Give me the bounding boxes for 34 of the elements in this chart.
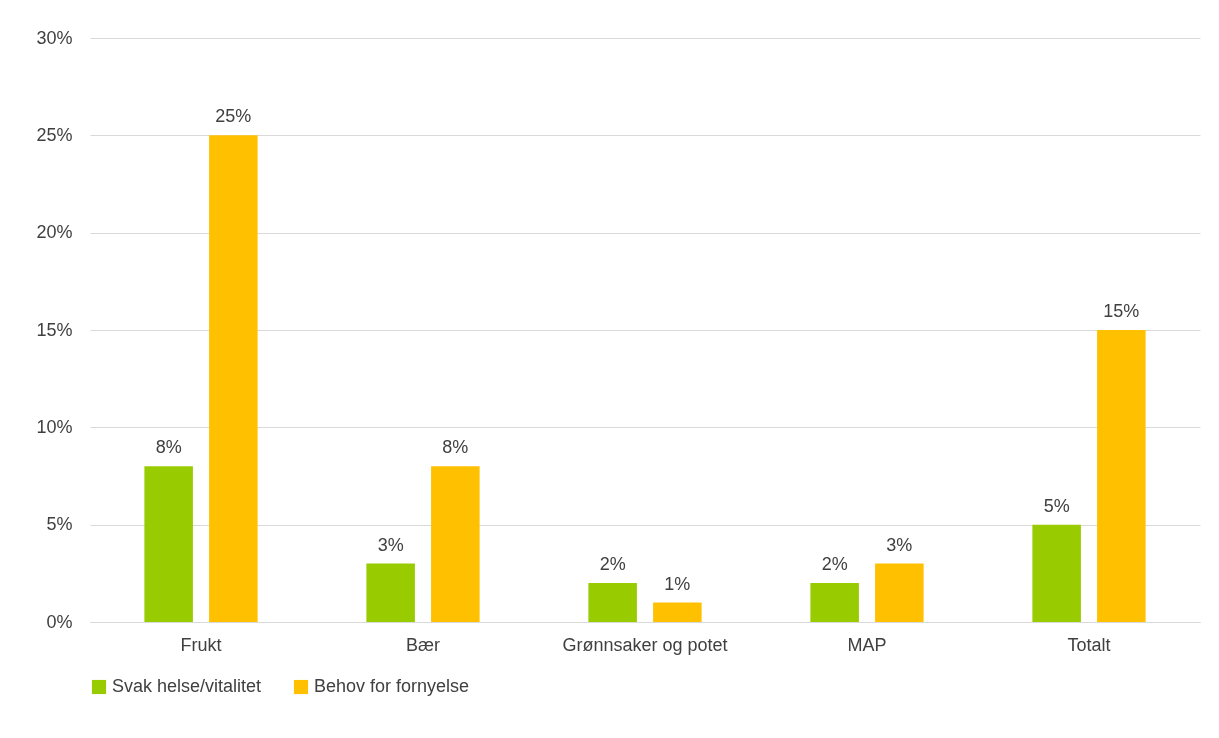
data-label: 8% (155, 437, 182, 458)
x-tick-label: Bær (405, 634, 441, 655)
data-label: 8% (442, 437, 469, 458)
bar (431, 466, 480, 622)
y-tick-label: 25% (36, 124, 73, 145)
y-tick-label: 5% (46, 514, 73, 535)
bar (653, 602, 702, 622)
bar (366, 563, 415, 622)
data-label: 1% (664, 573, 691, 594)
legend-label: Svak helse/vitalitet (112, 676, 262, 696)
x-tick-label: MAP (847, 634, 887, 655)
data-label: 2% (821, 554, 848, 575)
data-label: 15% (1103, 301, 1140, 321)
data-label: 25% (215, 106, 252, 127)
data-label: 3% (377, 534, 404, 555)
x-tick-label: Totalt (1067, 634, 1111, 655)
bar (875, 563, 924, 622)
bar (810, 583, 859, 622)
legend-label: Behov for fornyelse (314, 676, 470, 696)
data-label: 5% (1043, 495, 1070, 516)
y-tick-label: 0% (46, 611, 73, 632)
y-tick-label: 30% (36, 27, 73, 48)
bar (588, 583, 637, 622)
bar (1032, 524, 1081, 622)
x-tick-label: Grønnsaker og potet (562, 634, 728, 655)
y-tick-label: 20% (36, 222, 73, 243)
data-label: 3% (886, 534, 913, 555)
bar (1097, 330, 1146, 622)
y-tick-label: 15% (36, 319, 73, 340)
data-label: 2% (599, 554, 626, 575)
bar (209, 135, 258, 622)
y-tick-label: 10% (36, 416, 73, 437)
bar (144, 466, 193, 622)
x-tick-label: Frukt (180, 634, 222, 655)
